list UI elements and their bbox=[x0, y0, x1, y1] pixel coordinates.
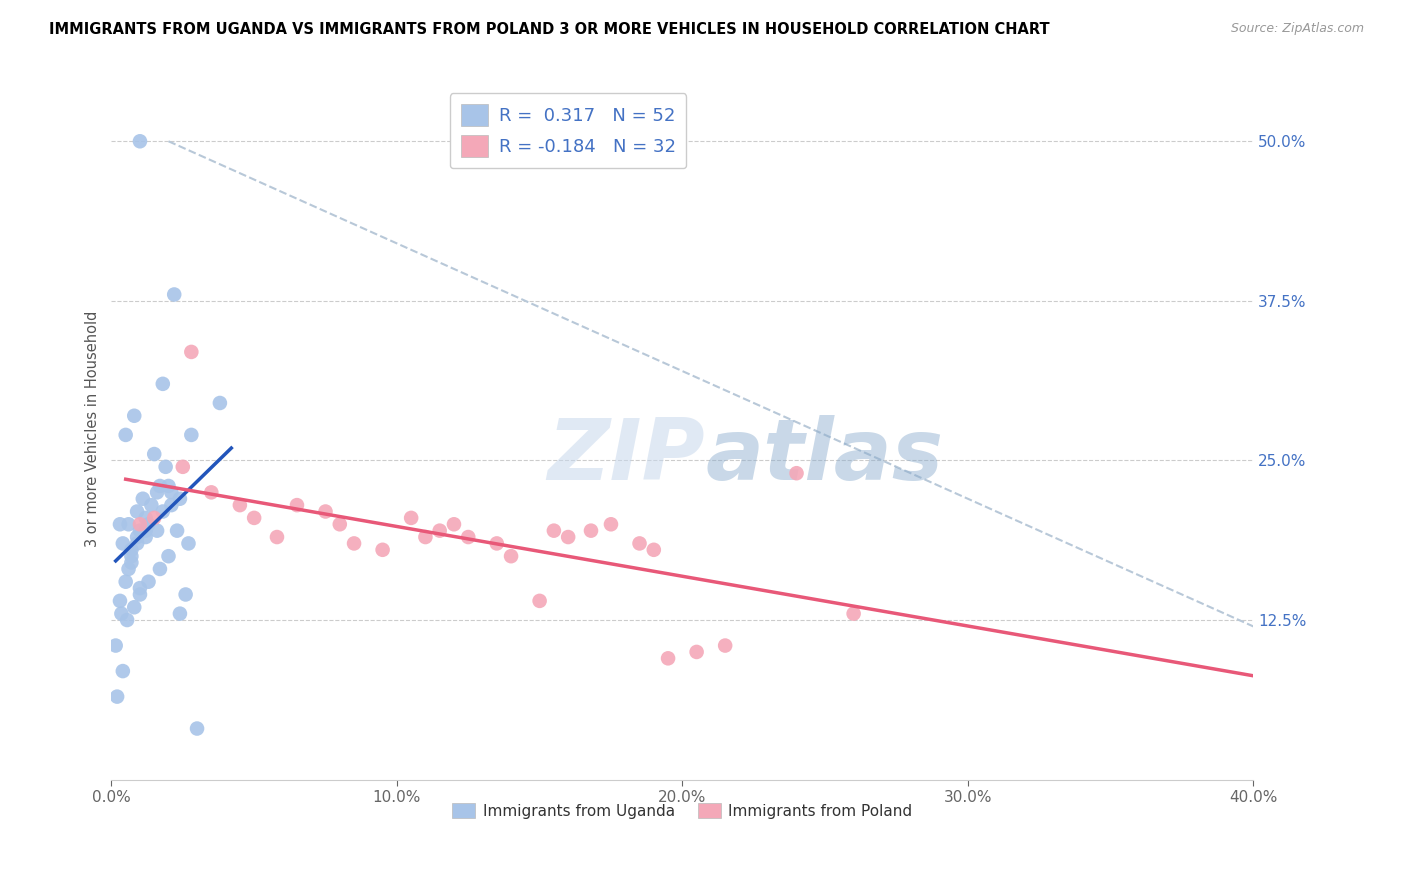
Point bbox=[169, 607, 191, 621]
Point bbox=[399, 511, 422, 525]
Point bbox=[315, 504, 337, 518]
Point bbox=[579, 524, 602, 538]
Point bbox=[628, 536, 651, 550]
Point bbox=[429, 524, 451, 538]
Point bbox=[685, 645, 707, 659]
Point bbox=[115, 613, 138, 627]
Point bbox=[120, 549, 142, 564]
Text: IMMIGRANTS FROM UGANDA VS IMMIGRANTS FROM POLAND 3 OR MORE VEHICLES IN HOUSEHOLD: IMMIGRANTS FROM UGANDA VS IMMIGRANTS FRO… bbox=[49, 22, 1050, 37]
Point bbox=[120, 556, 142, 570]
Point bbox=[114, 428, 136, 442]
Point bbox=[157, 549, 180, 564]
Point bbox=[457, 530, 479, 544]
Point bbox=[643, 542, 665, 557]
Point bbox=[108, 594, 131, 608]
Point bbox=[132, 491, 155, 506]
Point bbox=[135, 530, 157, 544]
Point bbox=[138, 574, 160, 589]
Point bbox=[135, 511, 157, 525]
Point bbox=[177, 536, 200, 550]
Point bbox=[529, 594, 551, 608]
Text: ZIP: ZIP bbox=[547, 415, 706, 498]
Point bbox=[714, 639, 737, 653]
Point bbox=[842, 607, 865, 621]
Point bbox=[149, 562, 172, 576]
Point bbox=[120, 542, 142, 557]
Point bbox=[371, 542, 394, 557]
Point bbox=[160, 485, 183, 500]
Point bbox=[443, 517, 465, 532]
Point bbox=[180, 345, 202, 359]
Point bbox=[117, 562, 139, 576]
Point bbox=[157, 479, 180, 493]
Point bbox=[160, 498, 183, 512]
Point bbox=[127, 530, 149, 544]
Point bbox=[172, 459, 194, 474]
Point bbox=[543, 524, 565, 538]
Point bbox=[180, 428, 202, 442]
Point bbox=[163, 287, 186, 301]
Point bbox=[243, 511, 266, 525]
Point bbox=[122, 600, 145, 615]
Point bbox=[105, 690, 128, 704]
Point bbox=[146, 485, 169, 500]
Point bbox=[111, 536, 134, 550]
Point bbox=[129, 134, 152, 148]
Point bbox=[129, 581, 152, 595]
Text: atlas: atlas bbox=[706, 415, 943, 498]
Point bbox=[135, 524, 157, 538]
Y-axis label: 3 or more Vehicles in Household: 3 or more Vehicles in Household bbox=[86, 310, 100, 547]
Point bbox=[111, 664, 134, 678]
Point bbox=[141, 498, 163, 512]
Point bbox=[114, 574, 136, 589]
Point bbox=[329, 517, 352, 532]
Point bbox=[485, 536, 508, 550]
Point bbox=[129, 517, 152, 532]
Point bbox=[127, 504, 149, 518]
Point bbox=[127, 536, 149, 550]
Point bbox=[143, 511, 166, 525]
Point bbox=[122, 409, 145, 423]
Point bbox=[143, 447, 166, 461]
Point bbox=[149, 479, 172, 493]
Point bbox=[104, 639, 127, 653]
Point bbox=[208, 396, 231, 410]
Point bbox=[108, 517, 131, 532]
Point bbox=[152, 376, 174, 391]
Point bbox=[415, 530, 437, 544]
Text: Source: ZipAtlas.com: Source: ZipAtlas.com bbox=[1230, 22, 1364, 36]
Point bbox=[117, 517, 139, 532]
Point bbox=[285, 498, 308, 512]
Point bbox=[129, 524, 152, 538]
Point bbox=[155, 459, 177, 474]
Point bbox=[138, 517, 160, 532]
Point bbox=[343, 536, 366, 550]
Point bbox=[169, 491, 191, 506]
Point bbox=[786, 467, 808, 481]
Point bbox=[129, 587, 152, 601]
Point bbox=[174, 587, 197, 601]
Point bbox=[657, 651, 679, 665]
Point bbox=[229, 498, 252, 512]
Point bbox=[152, 504, 174, 518]
Point bbox=[146, 524, 169, 538]
Point bbox=[186, 722, 208, 736]
Point bbox=[600, 517, 623, 532]
Point bbox=[266, 530, 288, 544]
Point bbox=[166, 524, 188, 538]
Point bbox=[110, 607, 132, 621]
Point bbox=[200, 485, 222, 500]
Legend: Immigrants from Uganda, Immigrants from Poland: Immigrants from Uganda, Immigrants from … bbox=[446, 797, 918, 824]
Point bbox=[499, 549, 522, 564]
Point bbox=[557, 530, 579, 544]
